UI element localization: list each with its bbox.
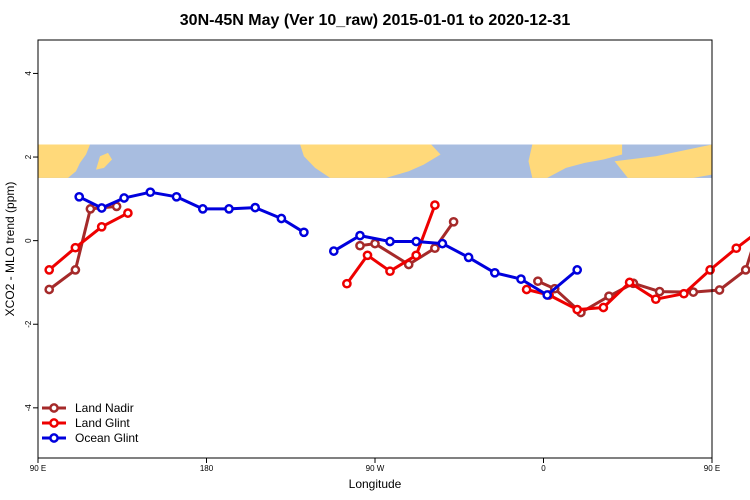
y-axis: 4 2 0 -2 -4 <box>24 71 38 412</box>
x-tick-label: 90 W <box>366 464 385 473</box>
x-axis: 90 E 180 90 W 0 90 E <box>30 458 720 473</box>
land-area-2 <box>300 144 441 178</box>
legend-item: Land Nadir <box>42 401 134 415</box>
data-point <box>572 304 583 315</box>
data-point <box>654 286 665 297</box>
data-point <box>624 277 635 288</box>
y-tick-label: 0 <box>24 238 33 243</box>
legend-label: Ocean Glint <box>75 431 139 445</box>
x-tick-label: 90 E <box>30 464 46 473</box>
data-point <box>650 294 661 305</box>
data-point <box>171 191 182 202</box>
data-point <box>430 243 440 254</box>
legend-label: Land Glint <box>75 416 130 430</box>
data-point <box>705 265 715 275</box>
data-point <box>355 230 365 241</box>
data-point <box>542 290 553 300</box>
data-point <box>533 276 543 287</box>
data-point <box>44 265 55 275</box>
data-point <box>96 203 107 213</box>
data-point <box>44 284 55 295</box>
data-point <box>516 274 526 284</box>
series-ocean-glint <box>74 187 583 300</box>
land-area-4 <box>614 144 712 178</box>
data-point <box>740 265 750 275</box>
land-area-3 <box>528 144 623 178</box>
data-point <box>448 216 459 227</box>
y-axis-label: XCO2 - MLO trend (ppm) <box>3 182 17 317</box>
x-tick-label: 0 <box>541 464 546 473</box>
legend-marker <box>49 433 59 443</box>
data-point <box>70 242 81 253</box>
legend-marker <box>49 403 59 413</box>
y-tick-label: -2 <box>24 320 33 328</box>
series-line <box>537 251 750 314</box>
data-point <box>145 187 156 198</box>
x-axis-label: Longitude <box>349 477 402 491</box>
data-point <box>224 204 234 214</box>
data-point <box>430 200 440 210</box>
data-point <box>123 208 133 218</box>
data-point <box>96 221 107 232</box>
data-point <box>370 238 380 249</box>
data-point <box>688 287 699 297</box>
data-point <box>385 266 395 277</box>
series-line <box>333 234 579 297</box>
chart-title: 30N-45N May (Ver 10_raw) 2015-01-01 to 2… <box>180 12 571 29</box>
y-tick-label: 4 <box>24 71 33 76</box>
data-point <box>362 250 373 261</box>
plot-frame <box>37 39 713 459</box>
data-point <box>411 250 422 261</box>
data-point <box>572 265 583 275</box>
data-point <box>250 202 261 213</box>
y-tick-label: -4 <box>24 404 33 412</box>
data-point <box>598 302 609 313</box>
legend-item: Land Glint <box>42 416 130 430</box>
x-tick-label: 90 E <box>704 464 720 473</box>
legend-marker <box>49 418 59 428</box>
data-point <box>276 213 287 224</box>
data-point <box>731 243 742 254</box>
data-point <box>197 204 208 214</box>
data-point <box>355 240 365 251</box>
x-tick-label: 180 <box>200 464 214 473</box>
world-map-band <box>38 144 712 178</box>
data-point <box>74 191 85 202</box>
data-point <box>85 204 96 214</box>
data-point <box>679 288 689 299</box>
data-point <box>489 267 500 278</box>
data-point <box>521 284 532 295</box>
data-point <box>385 236 395 247</box>
data-point <box>299 227 309 238</box>
legend-label: Land Nadir <box>75 401 134 415</box>
data-point <box>604 291 614 302</box>
data-point <box>411 236 422 247</box>
series-line <box>78 190 305 234</box>
series-line <box>48 211 129 272</box>
data-point <box>714 285 725 295</box>
land-area-0 <box>38 144 90 178</box>
y-tick-label: 2 <box>24 154 33 159</box>
data-point <box>119 193 129 203</box>
series-layer <box>44 187 750 318</box>
series-line <box>48 204 117 291</box>
data-point <box>70 265 81 275</box>
data-point <box>328 246 339 256</box>
data-point <box>342 278 352 289</box>
legend-item: Ocean Glint <box>42 431 139 445</box>
land-area-1 <box>96 152 112 170</box>
data-point <box>463 252 474 263</box>
data-point <box>437 238 448 249</box>
series-land-nadir <box>44 201 750 318</box>
series-land-glint <box>44 200 750 315</box>
